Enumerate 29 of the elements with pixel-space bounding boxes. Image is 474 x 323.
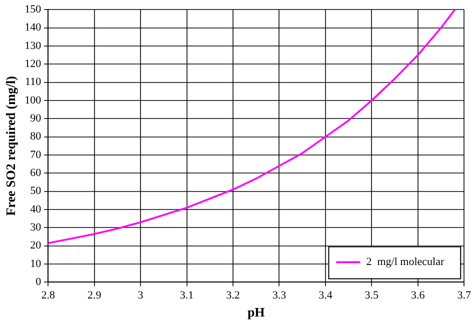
y-tick-label: 20 [30,240,42,252]
x-axis-title: pH [247,304,265,320]
x-tick-label: 2.8 [41,290,56,302]
y-tick-label: 150 [24,3,42,16]
y-tick-label: 100 [24,94,42,106]
y-tick-label: 130 [24,40,42,52]
x-tick-label: 3.1 [180,290,194,302]
y-tick-label: 90 [30,112,42,125]
y-tick-label: 140 [24,22,42,34]
legend-label: 2 mg/l molecular [366,256,444,268]
y-tick-label: 0 [36,276,42,288]
x-tick-label: 3.7 [457,290,472,302]
y-tick-label: 120 [24,58,42,70]
y-tick-label: 40 [30,203,42,216]
x-tick-label: 2.9 [87,290,102,302]
x-tick-label: 3.4 [318,290,333,302]
y-axis-title: Free SO2 required (mg/l) [3,76,18,216]
y-tick-label: 60 [30,167,42,180]
y-tick-label: 70 [30,148,42,161]
y-tick-label: 50 [30,185,42,198]
x-tick-label: 3.5 [364,290,380,302]
x-tick-label: 3.2 [226,290,240,302]
x-tick-label: 3.6 [411,290,426,302]
x-tick-label: 3.3 [272,290,287,302]
x-tick-label: 3 [138,290,144,302]
y-tick-label: 110 [25,76,42,88]
y-tick-label: 30 [30,222,42,234]
y-tick-label: 80 [30,130,42,143]
y-tick-label: 10 [30,258,42,270]
